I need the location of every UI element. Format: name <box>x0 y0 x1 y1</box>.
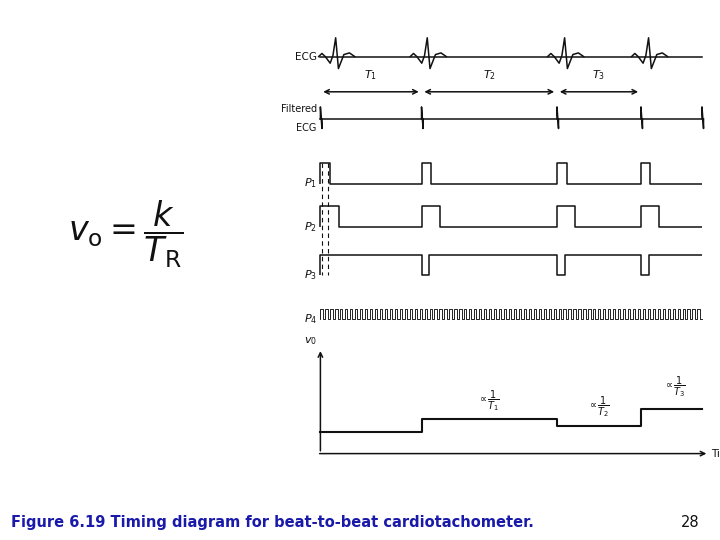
Text: $v_0$: $v_0$ <box>304 335 317 347</box>
Text: $T_1$: $T_1$ <box>364 68 377 82</box>
Text: $\propto\!\dfrac{1}{T_3}$: $\propto\!\dfrac{1}{T_3}$ <box>664 374 686 399</box>
Text: $T_2$: $T_2$ <box>483 68 496 82</box>
Text: Filtered: Filtered <box>281 104 317 114</box>
Text: Time: Time <box>711 449 720 458</box>
Text: $P_1$: $P_1$ <box>304 177 317 191</box>
Text: ECG: ECG <box>294 52 317 62</box>
Text: $P_4$: $P_4$ <box>304 312 317 326</box>
Text: Figure 6.19 Timing diagram for beat-to-beat cardiotachometer.: Figure 6.19 Timing diagram for beat-to-b… <box>11 515 534 530</box>
Text: $P_2$: $P_2$ <box>304 220 317 234</box>
Text: $P_3$: $P_3$ <box>304 268 317 282</box>
Text: 28: 28 <box>681 515 700 530</box>
Text: $\propto\!\dfrac{1}{T_2}$: $\propto\!\dfrac{1}{T_2}$ <box>588 394 610 419</box>
Text: $\propto\!\dfrac{1}{T_1}$: $\propto\!\dfrac{1}{T_1}$ <box>478 388 500 413</box>
Text: ECG: ECG <box>297 123 317 133</box>
Text: $T_3$: $T_3$ <box>593 68 606 82</box>
Text: $v_{\mathrm{o}} = \dfrac{k}{T_{\mathrm{R}}}$: $v_{\mathrm{o}} = \dfrac{k}{T_{\mathrm{R… <box>68 199 184 271</box>
